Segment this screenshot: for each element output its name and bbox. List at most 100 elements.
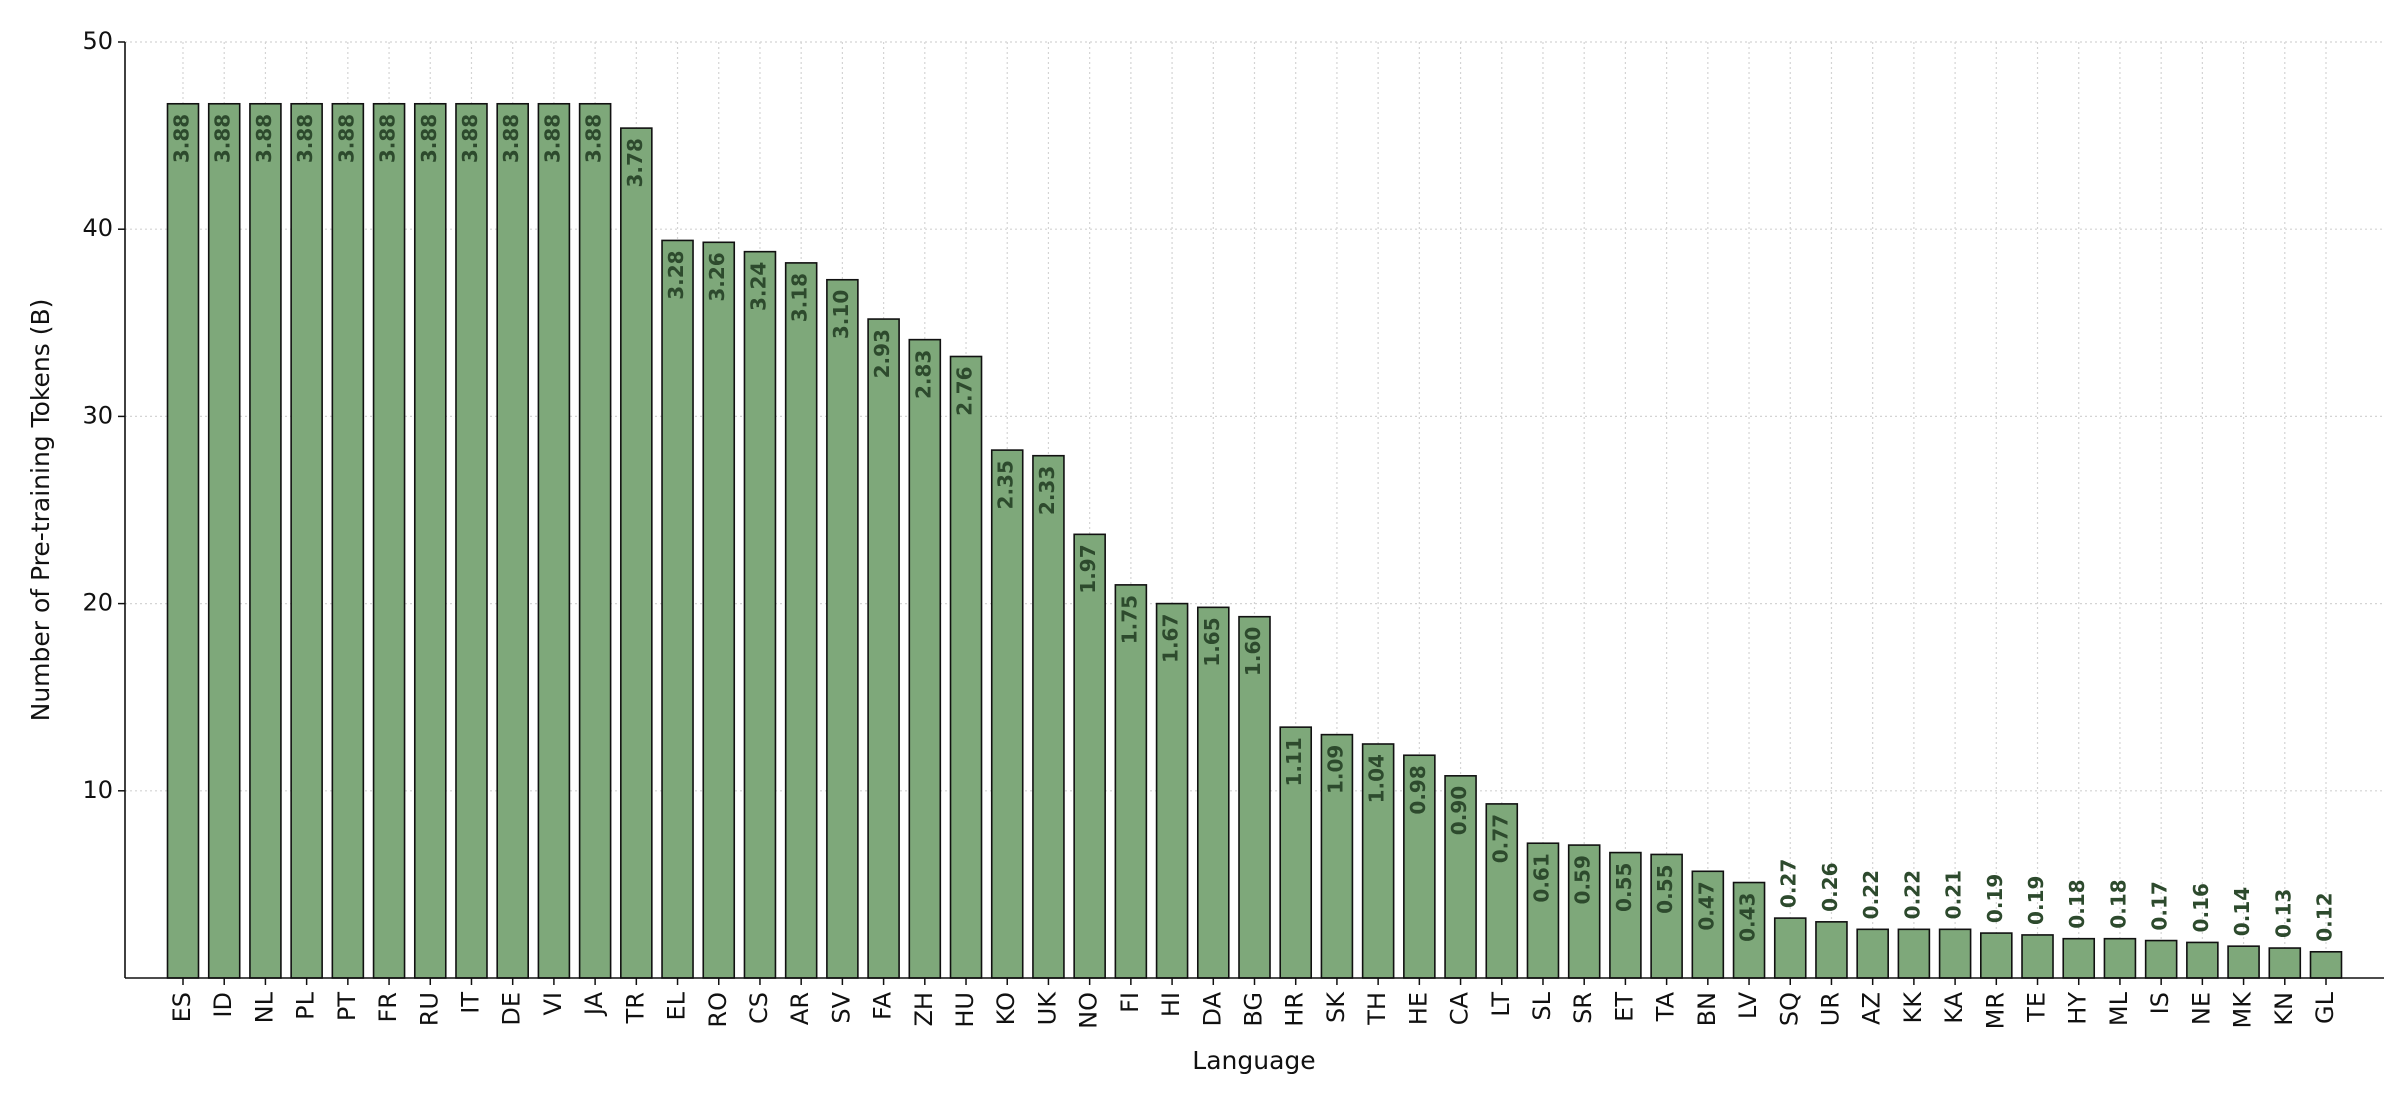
bar [249,102,282,979]
bar-label: 3.78 [623,138,647,187]
bar-label: 0.26 [1818,862,1842,911]
bar [620,127,653,979]
bar-label: 2.83 [911,350,935,399]
x-tick-label: KN [2270,992,2298,1026]
bar [1897,928,1931,979]
x-tick-label: NE [2187,992,2215,1025]
bar-label: 0.61 [1529,853,1553,902]
x-tick-label: SQ [1775,992,1803,1026]
bar [1691,870,1725,979]
bar-label: 0.98 [1406,765,1430,814]
x-tick-label: ET [1610,992,1638,1022]
bar [826,278,859,979]
bar-label: 2.93 [870,329,894,378]
bar [1856,928,1889,979]
bar [2309,950,2343,979]
bar-label: 3.88 [334,114,358,163]
bar-label: 2.76 [953,366,977,415]
bar [166,102,200,979]
x-tick-label: SR [1569,992,1597,1024]
bar-label: 3.88 [499,114,523,163]
bar-label: 3.88 [582,114,606,163]
bar-label: 3.18 [788,273,812,322]
bar-label: 0.47 [1694,881,1718,930]
bar [1073,533,1106,979]
bar [2186,941,2219,979]
x-tick-label: ES [168,992,196,1022]
bar-label: 3.26 [705,252,729,301]
y-tick-label: 20 [82,589,113,617]
bar [1114,584,1148,979]
x-tick-label: ID [209,992,237,1018]
bar [2062,937,2096,979]
bar-label: 0.19 [1983,874,2007,923]
bar-label: 0.18 [2106,879,2130,928]
y-tick-label: 30 [82,401,113,429]
bar [2103,937,2137,979]
x-tick-label: PT [333,992,361,1021]
bar-label: 0.22 [1859,870,1883,919]
bar-label: 3.88 [458,114,482,163]
bar-label: 0.16 [2189,883,2213,932]
bar [2144,939,2178,979]
bar [1403,754,1436,979]
x-tick-label: ML [2105,991,2133,1026]
bar [1032,454,1065,979]
bar [743,250,777,979]
bar-label: 0.18 [2065,879,2089,928]
x-tick-label: PL [292,991,320,1019]
y-axis-label: Number of Pre-training Tokens (B) [26,299,55,722]
bar-label: 0.22 [1900,870,1924,919]
x-tick-label: DE [498,992,526,1026]
bar [661,239,694,979]
bar [1361,743,1395,979]
bar [413,102,447,979]
bar-label: 3.88 [252,114,276,163]
bar [1196,606,1230,979]
x-tick-label: TA [1652,991,1680,1022]
x-tick-label: LV [1734,991,1762,1019]
x-tick-label: JA [580,991,608,1017]
x-tick-label: VI [539,992,567,1016]
x-tick-label: RO [704,992,732,1028]
x-tick-label: TH [1363,992,1391,1026]
bar [1609,851,1642,979]
bar-label: 2.33 [1035,466,1059,515]
bar-label: 2.35 [994,460,1018,509]
bar-label: 0.12 [2313,892,2337,941]
x-tick-label: SV [827,991,855,1023]
bar-label: 0.90 [1447,786,1471,835]
bar-label: 0.55 [1612,863,1636,912]
x-tick-label: GL [2311,991,2339,1024]
x-tick-label: SL [1528,991,1556,1020]
bar-label: 1.60 [1241,627,1265,676]
bar-label: 3.24 [746,262,770,311]
x-tick-label: UR [1816,992,1844,1026]
x-tick-label: CS [745,992,773,1024]
bar [784,262,818,979]
x-tick-label: DA [1198,991,1226,1026]
x-tick-label: AR [786,992,814,1025]
x-tick-label: TR [621,992,649,1024]
x-tick-label: FA [869,991,897,1020]
bar-label: 1.75 [1117,595,1141,644]
y-tick-label: 40 [82,214,113,242]
bar [867,318,900,979]
bar-label: 0.59 [1571,855,1595,904]
bar [1773,917,1807,979]
x-tick-label: RU [415,992,443,1026]
bar [578,102,612,979]
bar [908,338,942,979]
bar [496,102,529,979]
bar-label: 3.88 [170,114,194,163]
bar [949,355,983,979]
bar-label: 3.88 [417,114,441,163]
x-tick-label: AZ [1858,992,1886,1025]
x-tick-label: MK [2229,991,2257,1029]
x-tick-label: CA [1446,991,1474,1025]
x-tick-label: BN [1693,992,1721,1026]
x-tick-label: NL [250,991,278,1023]
x-tick-label: FI [1116,992,1144,1013]
x-tick-label: FR [374,992,402,1022]
x-tick-label: UK [1033,991,1061,1026]
